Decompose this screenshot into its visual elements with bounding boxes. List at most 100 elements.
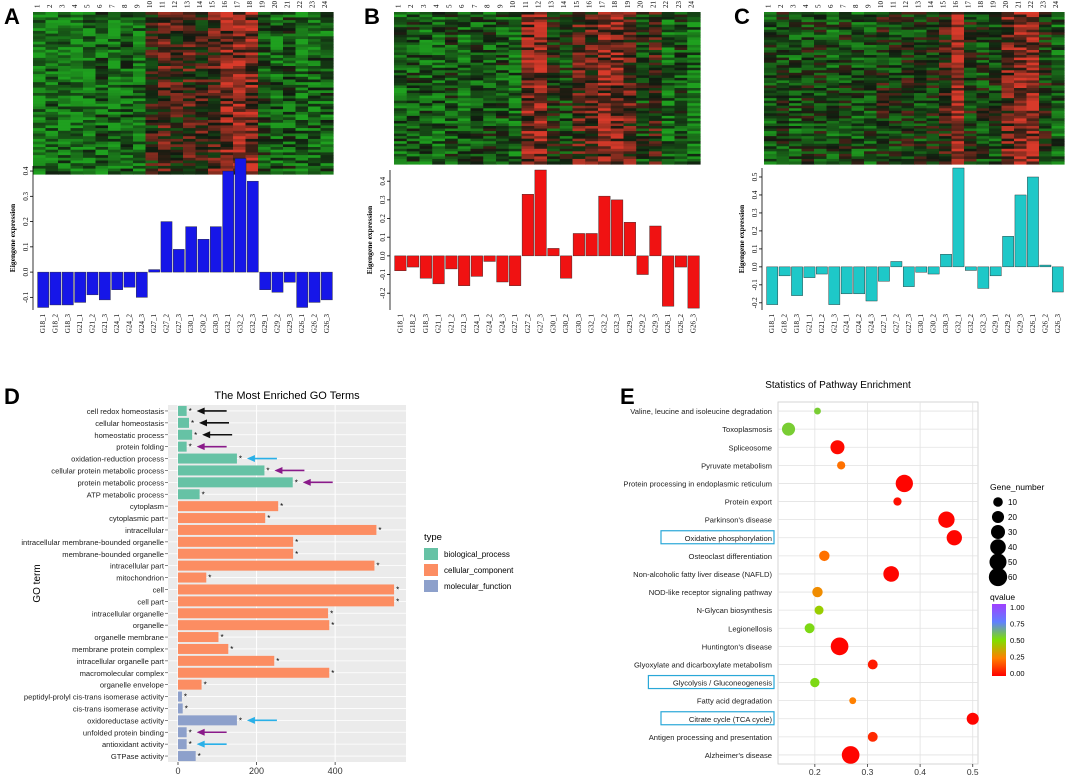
- heatmap-cell: [901, 50, 915, 54]
- heatmap-cell: [1001, 141, 1015, 145]
- heatmap-cell: [572, 17, 586, 21]
- heatmap-cell: [245, 133, 259, 137]
- heatmap-cell: [901, 57, 915, 61]
- heatmap-cell: [585, 138, 599, 142]
- heatmap-cell: [801, 72, 815, 76]
- heatmap-cell: [457, 24, 472, 28]
- heatmap-cell: [674, 50, 688, 54]
- heatmap-cell: [245, 90, 259, 94]
- heatmap-cell: [170, 144, 184, 148]
- heatmap-cell: [496, 123, 510, 127]
- heatmap-cell: [851, 60, 865, 64]
- heatmap-cell: [989, 133, 1003, 137]
- bar: [185, 226, 197, 273]
- heatmap-cell: [572, 113, 586, 117]
- heatmap-cell: [764, 52, 778, 56]
- heatmap-cell: [839, 95, 853, 99]
- heatmap-cell: [610, 88, 625, 92]
- heatmap-cell: [839, 34, 853, 38]
- heatmap-cell: [839, 93, 853, 97]
- heatmap-cell: [220, 57, 234, 62]
- heatmap-cell: [270, 152, 284, 156]
- heatmap-cell: [598, 108, 612, 112]
- heatmap-cell: [826, 108, 840, 112]
- heatmap-cell: [623, 55, 637, 59]
- heatmap-cell: [839, 131, 853, 135]
- heatmap-cell: [764, 153, 778, 157]
- heatmap-cell: [939, 47, 953, 51]
- pathway-point: [781, 422, 796, 436]
- heatmap-cell: [170, 168, 184, 172]
- heatmap-cell: [989, 32, 1003, 36]
- heatmap-cell: [145, 144, 159, 148]
- heatmap-cell: [208, 68, 222, 72]
- heatmap-cell: [839, 113, 853, 117]
- heatmap-cell: [145, 133, 159, 137]
- heatmap-cell: [585, 52, 599, 56]
- heatmap-cell: [508, 105, 523, 109]
- heatmap-cell: [108, 149, 122, 153]
- heatmap-cell: [295, 106, 309, 110]
- heatmap-cell: [483, 72, 497, 76]
- heatmap-cell: [308, 120, 322, 124]
- heatmap-cell: [534, 57, 548, 61]
- heatmap-cell: [764, 50, 778, 54]
- heatmap-cell: [108, 122, 122, 126]
- heatmap-cell: [851, 12, 865, 16]
- heatmap-cell: [814, 55, 828, 59]
- heatmap-cell: [58, 47, 72, 51]
- significance-star: *: [295, 538, 298, 547]
- heatmap-cell: [559, 62, 574, 66]
- heatmap-cell: [258, 165, 272, 170]
- heatmap-cell: [776, 115, 790, 119]
- heatmap-cell: [598, 98, 612, 102]
- heatmap-cell: [559, 42, 574, 46]
- heatmap-cell: [776, 82, 790, 87]
- heatmap-cell: [406, 50, 421, 54]
- heatmap-cell: [976, 17, 990, 21]
- heatmap-cell: [889, 156, 903, 160]
- heatmap-cell: [496, 17, 510, 21]
- heatmap-cell: [483, 153, 497, 157]
- heatmap-cell: [1039, 14, 1053, 18]
- heatmap-cell: [432, 65, 446, 69]
- heatmap-cell: [283, 44, 297, 48]
- heatmap-cell: [1014, 153, 1028, 157]
- heatmap-cell: [851, 85, 865, 89]
- heatmap-cell: [245, 98, 259, 102]
- heatmap-cell: [70, 155, 84, 159]
- heatmap-cell: [95, 109, 109, 113]
- heatmap-cell: [220, 155, 234, 159]
- heatmap-cell: [674, 108, 688, 112]
- heatmap-cell: [445, 126, 459, 130]
- heatmap-cell: [1001, 126, 1015, 130]
- heatmap-cell: [789, 151, 803, 155]
- heatmap-cell: [926, 98, 940, 102]
- heatmap-cell: [876, 115, 890, 119]
- heatmap-cell: [95, 82, 109, 86]
- heatmap-cell: [649, 88, 663, 92]
- heatmap-cell: [145, 52, 159, 56]
- heatmap-cell: [876, 29, 890, 33]
- heatmap-cell: [939, 95, 953, 99]
- heatmap-cell: [649, 153, 663, 157]
- heatmap-cell: [445, 153, 459, 157]
- heatmap-cell: [674, 93, 688, 97]
- heatmap-cell: [1014, 70, 1028, 74]
- heatmap-cell: [83, 17, 97, 21]
- heatmap-cell: [534, 24, 548, 28]
- heatmap-cell: [233, 71, 247, 75]
- heatmap-cell: [572, 158, 586, 163]
- heatmap-cell: [876, 70, 890, 74]
- x-tick-label: G24_2: [855, 314, 863, 334]
- heatmap-cell: [470, 146, 484, 150]
- heatmap-cell: [839, 85, 853, 89]
- heatmap-cell: [95, 103, 109, 108]
- heatmap-cell: [687, 57, 701, 61]
- bar: [123, 271, 136, 288]
- y-tick-label: 0.2: [379, 214, 387, 223]
- heatmap-cell: [976, 32, 990, 36]
- heatmap-cell: [133, 12, 147, 16]
- heatmap-cell: [521, 105, 535, 109]
- heatmap-column: [120, 12, 134, 175]
